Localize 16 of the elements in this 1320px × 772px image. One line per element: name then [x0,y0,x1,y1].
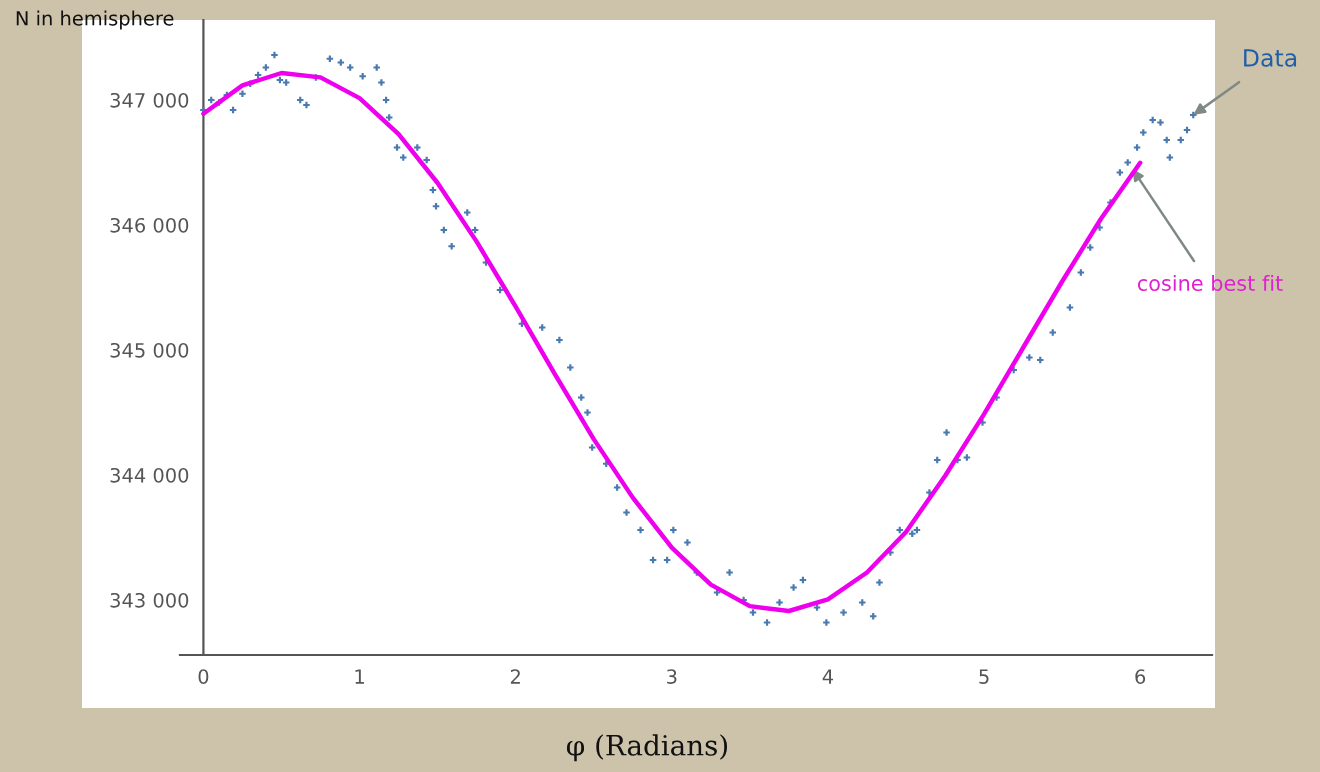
x-axis-title: φ (Radians) [567,734,728,762]
annotation: Data [1244,49,1297,67]
y-tick-label: 344 000 [110,467,189,483]
x-tick-label: 1 [355,669,364,684]
x-tick-label: 0 [198,669,209,684]
y-tick-label: 345 000 [110,342,189,358]
y-tick-label: 346 000 [110,217,189,233]
annotation: cosine best fit [1137,274,1283,292]
y-tick-label: 343 000 [110,592,189,608]
x-tick-label: 2 [510,669,520,684]
x-tick-label: 5 [979,669,989,684]
x-tick-label: 6 [1135,669,1146,684]
x-tick-label: 4 [822,669,834,684]
y-axis-title: N in hemisphere [16,10,174,30]
y-tick-label: 347 000 [110,92,189,108]
x-tick-label: 3 [667,669,677,684]
